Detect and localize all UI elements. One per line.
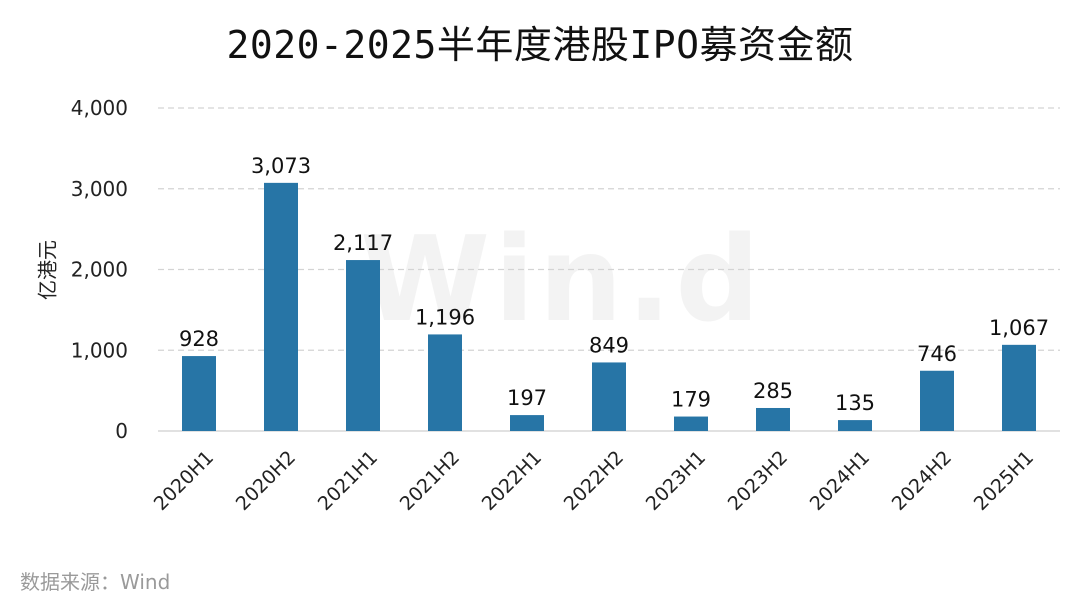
y-tick-label: 3,000 <box>71 177 128 201</box>
chart-title: 2020-2025半年度港股IPO募资金额 <box>226 23 854 67</box>
data-label: 2,117 <box>333 231 393 255</box>
data-label: 1,196 <box>415 305 475 329</box>
bar <box>838 420 872 431</box>
y-axis-label: 亿港元 <box>35 240 60 300</box>
source-note: 数据来源：Wind <box>20 570 171 594</box>
x-tick-label: 2021H1 <box>314 447 382 515</box>
data-label: 285 <box>753 379 793 403</box>
data-label: 746 <box>917 342 957 366</box>
data-label: 179 <box>671 388 711 412</box>
x-tick-label: 2023H1 <box>642 447 710 515</box>
bar <box>264 182 298 431</box>
bar <box>510 415 544 431</box>
bar <box>756 407 790 431</box>
bar <box>346 260 380 431</box>
data-label: 849 <box>589 333 629 357</box>
x-tick-label: 2025H1 <box>970 447 1038 515</box>
x-tick-label: 2022H1 <box>478 447 546 515</box>
data-label: 197 <box>507 386 547 410</box>
bar <box>428 334 462 431</box>
x-tick-label: 2023H2 <box>724 447 792 515</box>
y-tick-label: 4,000 <box>71 96 128 120</box>
data-label: 928 <box>179 327 219 351</box>
data-label: 3,073 <box>251 154 311 178</box>
bar <box>1002 344 1036 431</box>
bar <box>674 416 708 431</box>
x-tick-label: 2024H1 <box>806 447 874 515</box>
y-tick-label: 2,000 <box>71 258 128 282</box>
x-tick-label: 2024H2 <box>888 447 956 515</box>
data-label: 1,067 <box>989 316 1049 340</box>
y-tick-label: 0 <box>115 419 128 443</box>
x-tick-label: 2020H2 <box>232 447 300 515</box>
x-tick-label: 2021H2 <box>396 447 464 515</box>
bar <box>592 362 626 431</box>
x-tick-label: 2020H1 <box>150 447 218 515</box>
x-tick-label: 2022H2 <box>560 447 628 515</box>
bar <box>182 356 216 431</box>
data-label: 135 <box>835 391 875 415</box>
bar <box>920 370 954 431</box>
y-tick-label: 1,000 <box>71 338 128 362</box>
